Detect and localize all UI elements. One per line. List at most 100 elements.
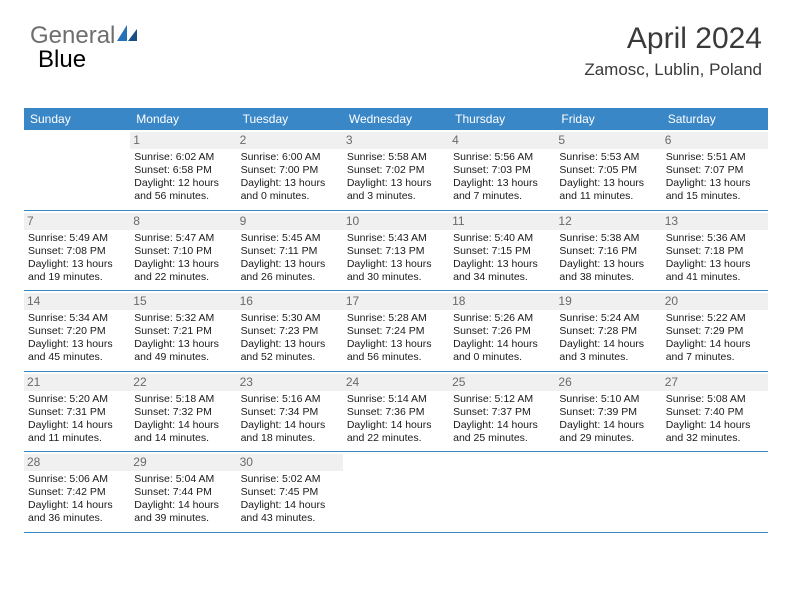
daylight-text: Daylight: 13 hours and 3 minutes. [347,177,445,203]
day-cell: 22 Sunrise: 5:18 AMSunset: 7:32 PMDayligh… [130,372,236,452]
sunset-text: Sunset: 7:13 PM [347,245,445,258]
day-cell: 11Sunrise: 5:40 AMSunset: 7:15 PMDayligh… [449,211,555,291]
sunset-text: Sunset: 7:26 PM [453,325,551,338]
daylight-text: Daylight: 13 hours and 30 minutes. [347,258,445,284]
day-number: 1 [130,132,236,149]
location: Zamosc, Lublin, Poland [584,60,762,80]
day-cell: 23Sunrise: 5:16 AMSunset: 7:34 PMDayligh… [237,372,343,452]
sunset-text: Sunset: 7:39 PM [559,406,657,419]
day-info: Sunrise: 5:40 AMSunset: 7:15 PMDaylight:… [453,232,551,285]
day-number: 3 [343,132,449,149]
daylight-text: Daylight: 13 hours and 0 minutes. [241,177,339,203]
day-cell [343,452,449,532]
sunrise-text: Sunrise: 5:51 AM [666,151,764,164]
sunset-text: Sunset: 7:42 PM [28,486,126,499]
day-number: 4 [449,132,555,149]
sunrise-text: Sunrise: 5:12 AM [453,393,551,406]
daylight-text: Daylight: 12 hours and 56 minutes. [134,177,232,203]
daylight-text: Daylight: 14 hours and 7 minutes. [666,338,764,364]
sunrise-text: Sunrise: 5:20 AM [28,393,126,406]
sunset-text: Sunset: 7:10 PM [134,245,232,258]
sunset-text: Sunset: 7:31 PM [28,406,126,419]
day-number: 25 [449,374,555,391]
sunrise-text: Sunrise: 6:02 AM [134,151,232,164]
day-number: 16 [237,293,343,310]
day-info: Sunrise: 5:32 AMSunset: 7:21 PMDaylight:… [134,312,232,365]
weekday-header: Saturday [662,108,768,130]
day-info: Sunrise: 5:24 AMSunset: 7:28 PMDaylight:… [559,312,657,365]
day-cell: 17 Sunrise: 5:28 AMSunset: 7:24 PMDayligh… [343,291,449,371]
sunrise-text: Sunrise: 5:28 AM [347,312,445,325]
day-number: 21 [24,374,130,391]
day-cell: 12Sunrise: 5:38 AMSunset: 7:16 PMDayligh… [555,211,661,291]
day-number: 30 [237,454,343,471]
daylight-text: Daylight: 13 hours and 49 minutes. [134,338,232,364]
day-cell: 24Sunrise: 5:14 AMSunset: 7:36 PMDayligh… [343,372,449,452]
sunrise-text: Sunrise: 5:06 AM [28,473,126,486]
sunset-text: Sunset: 7:44 PM [134,486,232,499]
day-info: Sunrise: 5:10 AMSunset: 7:39 PMDaylight:… [559,393,657,446]
daylight-text: Daylight: 13 hours and 45 minutes. [28,338,126,364]
day-number: 26 [555,374,661,391]
day-cell [662,452,768,532]
day-info: Sunrise: 5:51 AMSunset: 7:07 PMDaylight:… [666,151,764,204]
day-info: Sunrise: 5:28 AMSunset: 7:24 PMDaylight:… [347,312,445,365]
day-number: 28 [24,454,130,471]
sunrise-text: Sunrise: 5:45 AM [241,232,339,245]
daylight-text: Daylight: 14 hours and 22 minutes. [347,419,445,445]
sunrise-text: Sunrise: 5:16 AM [241,393,339,406]
weekday-header: Thursday [449,108,555,130]
sunrise-text: Sunrise: 6:00 AM [241,151,339,164]
day-cell [555,452,661,532]
sunrise-text: Sunrise: 5:47 AM [134,232,232,245]
week-row: 21Sunrise: 5:20 AMSunset: 7:31 PMDayligh… [24,372,768,453]
day-number: 7 [24,213,130,230]
day-info: Sunrise: 5:47 AMSunset: 7:10 PMDaylight:… [134,232,232,285]
day-info: Sunrise: 5:36 AMSunset: 7:18 PMDaylight:… [666,232,764,285]
daylight-text: Daylight: 14 hours and 39 minutes. [134,499,232,525]
day-number: 18 [449,293,555,310]
day-number: 17 [343,293,449,310]
sunset-text: Sunset: 7:23 PM [241,325,339,338]
daylight-text: Daylight: 13 hours and 34 minutes. [453,258,551,284]
day-info: Sunrise: 5:45 AMSunset: 7:11 PMDaylight:… [241,232,339,285]
daylight-text: Daylight: 14 hours and 11 minutes. [28,419,126,445]
sunrise-text: Sunrise: 5:26 AM [453,312,551,325]
sunset-text: Sunset: 7:18 PM [666,245,764,258]
day-info: Sunrise: 5:26 AMSunset: 7:26 PMDaylight:… [453,312,551,365]
weekday-header: Friday [555,108,661,130]
day-cell: 3Sunrise: 5:58 AMSunset: 7:02 PMDaylight… [343,130,449,210]
day-cell: 30Sunrise: 5:02 AMSunset: 7:45 PMDayligh… [237,452,343,532]
day-info: Sunrise: 5:43 AMSunset: 7:13 PMDaylight:… [347,232,445,285]
day-number: 15 [130,293,236,310]
header-right: April 2024 Zamosc, Lublin, Poland [584,22,762,80]
daylight-text: Daylight: 13 hours and 7 minutes. [453,177,551,203]
sunset-text: Sunset: 7:15 PM [453,245,551,258]
day-info: Sunrise: 5:14 AMSunset: 7:36 PMDaylight:… [347,393,445,446]
day-cell: 15 Sunrise: 5:32 AMSunset: 7:21 PMDayligh… [130,291,236,371]
sunset-text: Sunset: 7:36 PM [347,406,445,419]
day-cell: 27Sunrise: 5:08 AMSunset: 7:40 PMDayligh… [662,372,768,452]
day-info: Sunrise: 5:18 AMSunset: 7:32 PMDaylight:… [134,393,232,446]
day-number: 23 [237,374,343,391]
sunrise-text: Sunrise: 5:36 AM [666,232,764,245]
day-number: 22 [130,374,236,391]
sunrise-text: Sunrise: 5:58 AM [347,151,445,164]
daylight-text: Daylight: 14 hours and 3 minutes. [559,338,657,364]
day-number: 14 [24,293,130,310]
sunrise-text: Sunrise: 5:08 AM [666,393,764,406]
day-cell: 21 Sunrise: 5:20 AMSunset: 7:31 PMDayligh… [24,372,130,452]
day-cell: 6Sunrise: 5:51 AMSunset: 7:07 PMDaylight… [662,130,768,210]
day-cell: 20Sunrise: 5:22 AMSunset: 7:29 PMDayligh… [662,291,768,371]
sunrise-text: Sunrise: 5:14 AM [347,393,445,406]
day-info: Sunrise: 5:22 AMSunset: 7:29 PMDaylight:… [666,312,764,365]
day-cell: 26 Sunrise: 5:10 AMSunset: 7:39 PMDayligh… [555,372,661,452]
day-cell [449,452,555,532]
sunset-text: Sunset: 7:11 PM [241,245,339,258]
sunrise-text: Sunrise: 5:04 AM [134,473,232,486]
day-cell: 7Sunrise: 5:49 AMSunset: 7:08 PMDaylight… [24,211,130,291]
weekday-header: Monday [130,108,236,130]
sunset-text: Sunset: 7:07 PM [666,164,764,177]
sunrise-text: Sunrise: 5:49 AM [28,232,126,245]
day-cell: 25Sunrise: 5:12 AMSunset: 7:37 PMDayligh… [449,372,555,452]
